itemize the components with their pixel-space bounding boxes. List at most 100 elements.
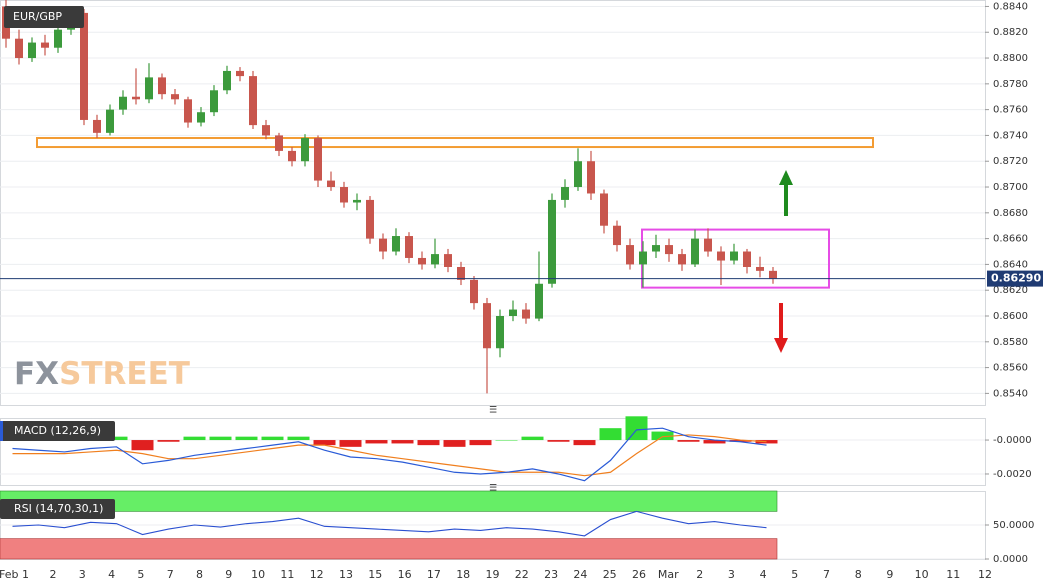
candle-body [626,245,634,265]
x-tick-label: 8 [855,568,862,581]
macd-histogram-bar [391,440,414,444]
x-tick-label: 17 [427,568,441,581]
x-tick-label: 25 [603,568,617,581]
candle-body [366,199,374,239]
panel-frame [0,418,986,486]
candle-body [639,251,647,265]
candle-body [574,161,582,188]
y-tick-label: 0.8560 [993,363,1028,374]
y-tick-label: 0.8600 [993,311,1028,322]
y-tick-label: 0.8820 [993,27,1028,38]
candle-body [236,70,244,77]
x-tick-label: 2 [696,568,703,581]
macd-histogram-bar [443,440,466,447]
y-tick-label: 0.8840 [993,1,1028,12]
candle-body [249,76,257,126]
macd-histogram-bar [469,440,492,446]
macd-histogram-bar [131,440,154,451]
candle-body [405,236,413,258]
watermark: FXSTREET [14,356,190,392]
candle-body [119,96,127,110]
macd-histogram-bar [521,436,544,441]
x-tick-label: 7 [823,568,830,581]
candle-body [561,187,569,200]
y-tick-label: 0.8700 [993,182,1028,193]
x-tick-label: 7 [167,568,174,581]
candle-body [548,199,556,284]
x-tick-label: Mar [658,568,679,581]
y-tick-label: 0.8580 [993,337,1028,348]
macd-histogram-bar [365,440,388,444]
candle-body [392,236,400,252]
macd-histogram-bar [157,440,180,442]
macd-histogram-bar [209,436,232,441]
symbol-box [4,6,84,28]
plot-layer: 0.8540 0.8560 0.8580 0.8600 0.8620 0.8640 0.86… [0,0,1043,581]
symbol-label: EUR/GBP [13,10,62,23]
x-tick-label: 13 [339,568,353,581]
candle-body [717,251,725,261]
resize-handle[interactable]: ☰ [489,406,497,416]
candle-body [496,316,504,349]
x-tick-label: 23 [544,568,558,581]
x-tick-label: 10 [915,568,929,581]
candle-body [730,251,738,261]
signal-line [12,434,767,477]
y-tick-label: 0.8740 [993,130,1028,141]
x-tick-label: 2 [50,568,57,581]
indicator-label: RSI (14,70,30,1) [14,502,103,515]
candle-body [431,254,439,265]
x-tick-label: 16 [398,568,412,581]
indicator-label-box [0,499,115,519]
candle-body [15,38,23,59]
x-tick-label: 12 [310,568,324,581]
candle-body [483,303,491,349]
candle-body [743,251,751,267]
watermark-part: STREET [59,356,190,392]
macd-histogram-bar [729,440,752,442]
y-tick-label: 0.8640 [993,259,1028,270]
y-tick-label: 0.8680 [993,208,1028,219]
y-tick-label: 0.8800 [993,53,1028,64]
macd-histogram-bar [625,416,648,441]
candle-body [314,138,322,181]
candle-body [756,266,764,271]
x-tick-label: Feb 1 [0,568,29,581]
x-tick-label: 11 [280,568,294,581]
y-tick-label: 0.8760 [993,105,1028,116]
candle-body [145,77,153,100]
candle-body [587,161,595,194]
macd-histogram-bar [703,440,726,444]
macd-histogram-bar [599,428,622,441]
candle-body [327,180,335,188]
candle-body [80,12,88,120]
candle-body [600,193,608,226]
y-tick-label: 0.8780 [993,79,1028,90]
macd-histogram-bar [105,436,128,441]
candle-body [288,150,296,162]
rsi-line [12,510,767,537]
x-tick-label: 3 [79,568,86,581]
y-tick-label: -0.0020 [993,469,1032,480]
candle-body [93,119,101,133]
candle-body [535,283,543,319]
indicator-label: MACD (12,26,9) [14,424,101,437]
watermark-part: FX [14,356,59,392]
x-tick-label: 4 [760,568,767,581]
candle-body [522,309,530,319]
macd-histogram-bar [313,440,336,446]
candle-body [132,96,140,100]
candle-body [652,245,660,252]
x-tick-label: 26 [632,568,646,581]
macd-histogram-bar [339,440,362,447]
candle-body [665,245,673,255]
up-arrow [779,170,793,216]
x-tick-label: 15 [368,568,382,581]
macd-histogram-bar [677,440,700,442]
candle-body [106,109,114,133]
x-tick-label: 5 [791,568,798,581]
oversold-band [0,538,778,560]
candle-body [158,77,166,95]
macd-line [12,427,767,482]
